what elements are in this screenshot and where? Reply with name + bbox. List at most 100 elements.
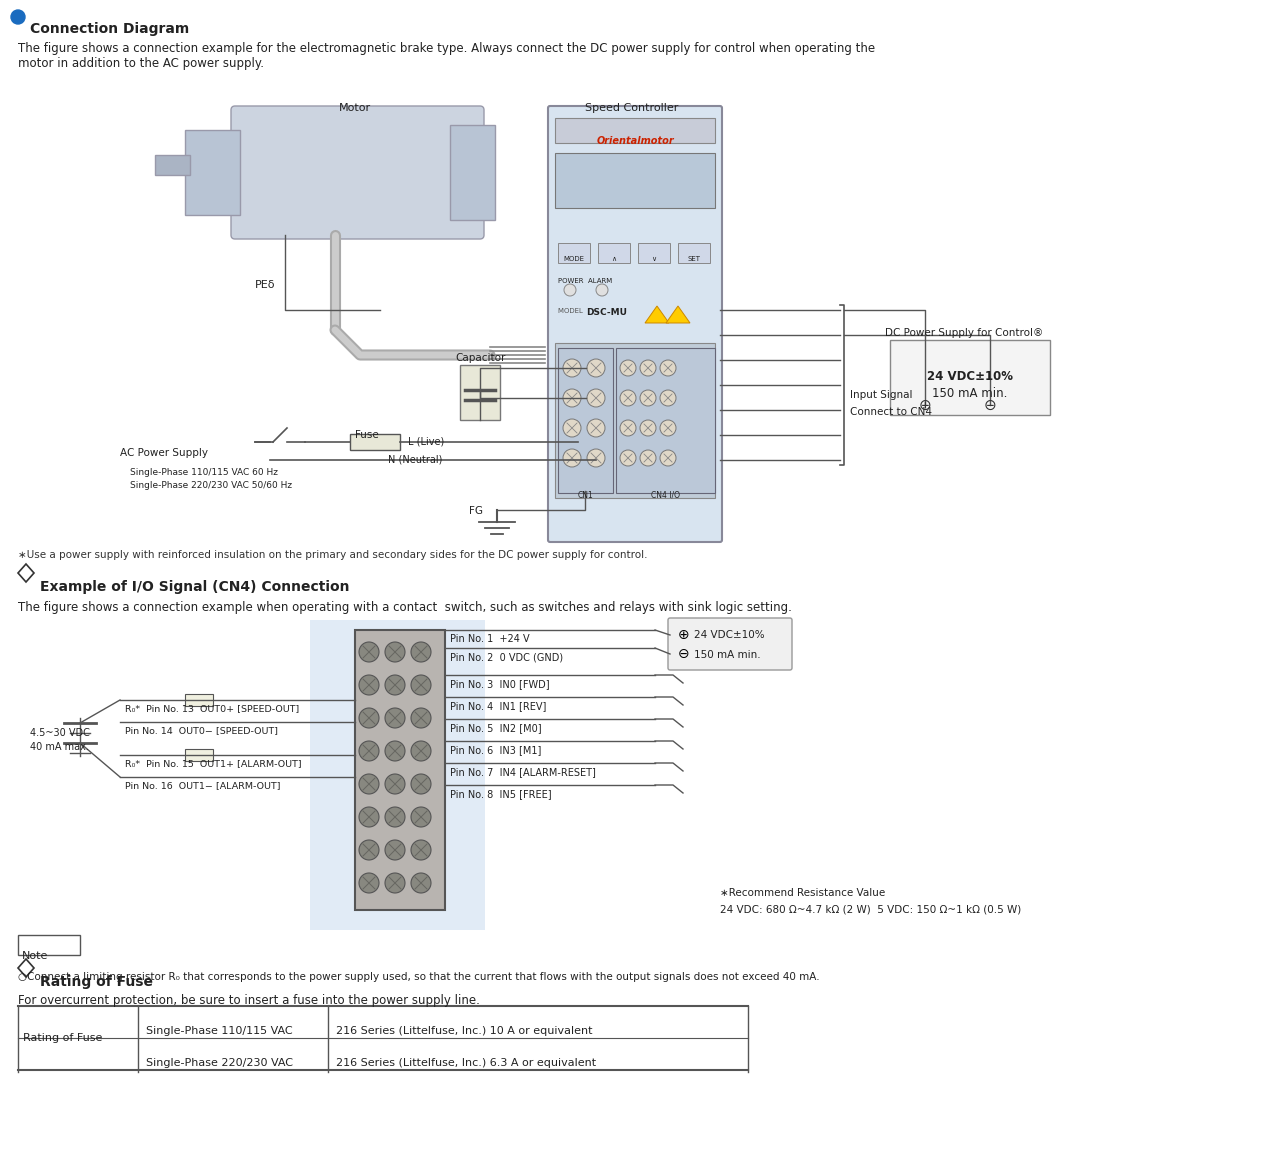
Polygon shape — [645, 306, 669, 323]
Circle shape — [358, 708, 379, 728]
Circle shape — [385, 708, 404, 728]
Bar — [18, 935, 79, 955]
Circle shape — [620, 420, 636, 436]
Text: POWER  ALARM: POWER ALARM — [558, 278, 612, 284]
Text: The figure shows a connection example when operating with a contact  switch, suc: The figure shows a connection example wh… — [18, 601, 792, 614]
Text: Pin No. 1  +24 V: Pin No. 1 +24 V — [451, 634, 530, 644]
Bar — [556, 117, 716, 143]
Text: PEδ: PEδ — [255, 280, 275, 290]
Circle shape — [588, 359, 605, 377]
Circle shape — [411, 840, 431, 859]
Text: Pin No. 2  0 VDC (GND): Pin No. 2 0 VDC (GND) — [451, 652, 563, 662]
Text: 24 VDC±10%: 24 VDC±10% — [694, 630, 764, 640]
Text: Input Signal: Input Signal — [850, 390, 913, 400]
Text: CN4 I/O: CN4 I/O — [652, 491, 680, 500]
Circle shape — [411, 807, 431, 827]
Text: Pin No. 5  IN2 [M0]: Pin No. 5 IN2 [M0] — [451, 723, 541, 733]
Circle shape — [588, 449, 605, 468]
Bar — [556, 343, 716, 498]
Circle shape — [358, 775, 379, 794]
FancyBboxPatch shape — [668, 618, 792, 670]
Text: Pin No. 6  IN3 [M1]: Pin No. 6 IN3 [M1] — [451, 745, 541, 755]
Circle shape — [620, 390, 636, 406]
Circle shape — [411, 873, 431, 893]
Bar — [598, 243, 630, 263]
Text: FG: FG — [468, 506, 483, 516]
Circle shape — [385, 873, 404, 893]
Text: ∗Use a power supply with reinforced insulation on the primary and secondary side: ∗Use a power supply with reinforced insu… — [18, 550, 648, 561]
Text: Connection Diagram: Connection Diagram — [29, 22, 189, 36]
Circle shape — [660, 361, 676, 376]
Bar — [616, 348, 716, 493]
Text: DC Power Supply for Control®: DC Power Supply for Control® — [884, 328, 1043, 338]
Text: Connect to CN4: Connect to CN4 — [850, 407, 932, 418]
Circle shape — [358, 807, 379, 827]
Bar — [349, 434, 399, 450]
Bar — [451, 124, 495, 220]
Circle shape — [640, 450, 657, 466]
Text: Single-Phase 110/115 VAC: Single-Phase 110/115 VAC — [146, 1026, 293, 1036]
Circle shape — [411, 708, 431, 728]
Circle shape — [640, 390, 657, 406]
Circle shape — [411, 775, 431, 794]
Text: Rating of Fuse: Rating of Fuse — [23, 1033, 102, 1043]
Circle shape — [12, 10, 26, 24]
Bar — [460, 365, 500, 420]
Text: ∨: ∨ — [652, 256, 657, 262]
Text: Rating of Fuse: Rating of Fuse — [40, 975, 154, 989]
Polygon shape — [666, 306, 690, 323]
Text: 40 mA max.: 40 mA max. — [29, 742, 88, 752]
Text: ⊖: ⊖ — [983, 398, 996, 413]
Text: ∗Recommend Resistance Value: ∗Recommend Resistance Value — [719, 889, 886, 898]
Text: Pin No. 3  IN0 [FWD]: Pin No. 3 IN0 [FWD] — [451, 679, 549, 688]
Text: N (Neutral): N (Neutral) — [388, 455, 443, 465]
Bar — [186, 749, 212, 761]
Text: SET: SET — [687, 256, 700, 262]
Text: 24 VDC±10%: 24 VDC±10% — [927, 370, 1012, 383]
Text: Note: Note — [22, 951, 49, 961]
Circle shape — [660, 450, 676, 466]
Circle shape — [640, 420, 657, 436]
Text: Pin No. 8  IN5 [FREE]: Pin No. 8 IN5 [FREE] — [451, 789, 552, 799]
Text: 216 Series (Littelfuse, Inc.) 6.3 A or equivalent: 216 Series (Littelfuse, Inc.) 6.3 A or e… — [335, 1058, 596, 1068]
Text: ∧: ∧ — [612, 256, 617, 262]
Text: Capacitor: Capacitor — [454, 354, 506, 363]
Text: ⊖: ⊖ — [678, 647, 690, 661]
Circle shape — [385, 642, 404, 662]
Circle shape — [640, 361, 657, 376]
Circle shape — [385, 840, 404, 859]
Circle shape — [358, 873, 379, 893]
Bar — [890, 340, 1050, 415]
Text: Pin No. 7  IN4 [ALARM-RESET]: Pin No. 7 IN4 [ALARM-RESET] — [451, 768, 596, 777]
Bar — [155, 155, 189, 174]
Bar — [310, 620, 485, 930]
Circle shape — [660, 390, 676, 406]
Text: MODEL: MODEL — [558, 308, 585, 314]
Bar — [186, 130, 241, 215]
Text: Pin No. 14  OUT0− [SPEED-OUT]: Pin No. 14 OUT0− [SPEED-OUT] — [125, 726, 278, 735]
Text: CN1: CN1 — [577, 491, 594, 500]
Circle shape — [411, 675, 431, 695]
Text: 150 mA min.: 150 mA min. — [932, 387, 1007, 400]
Circle shape — [563, 388, 581, 407]
Bar — [186, 694, 212, 706]
Circle shape — [620, 361, 636, 376]
Circle shape — [563, 449, 581, 468]
Text: Pin No. 16  OUT1− [ALARM-OUT]: Pin No. 16 OUT1− [ALARM-OUT] — [125, 782, 280, 790]
Circle shape — [358, 741, 379, 761]
Text: motor in addition to the AC power supply.: motor in addition to the AC power supply… — [18, 57, 264, 70]
FancyBboxPatch shape — [548, 106, 722, 542]
Text: ⊕: ⊕ — [678, 628, 690, 642]
Text: For overcurrent protection, be sure to insert a fuse into the power supply line.: For overcurrent protection, be sure to i… — [18, 994, 480, 1007]
Circle shape — [596, 284, 608, 297]
Text: Motor: Motor — [339, 104, 371, 113]
Circle shape — [358, 840, 379, 859]
Text: Example of I/O Signal (CN4) Connection: Example of I/O Signal (CN4) Connection — [40, 580, 349, 594]
Circle shape — [563, 359, 581, 377]
Text: Pin No. 4  IN1 [REV]: Pin No. 4 IN1 [REV] — [451, 701, 547, 711]
Circle shape — [358, 675, 379, 695]
Circle shape — [385, 675, 404, 695]
Circle shape — [411, 741, 431, 761]
Text: ⊕: ⊕ — [919, 398, 932, 413]
Text: 216 Series (Littelfuse, Inc.) 10 A or equivalent: 216 Series (Littelfuse, Inc.) 10 A or eq… — [335, 1026, 593, 1036]
